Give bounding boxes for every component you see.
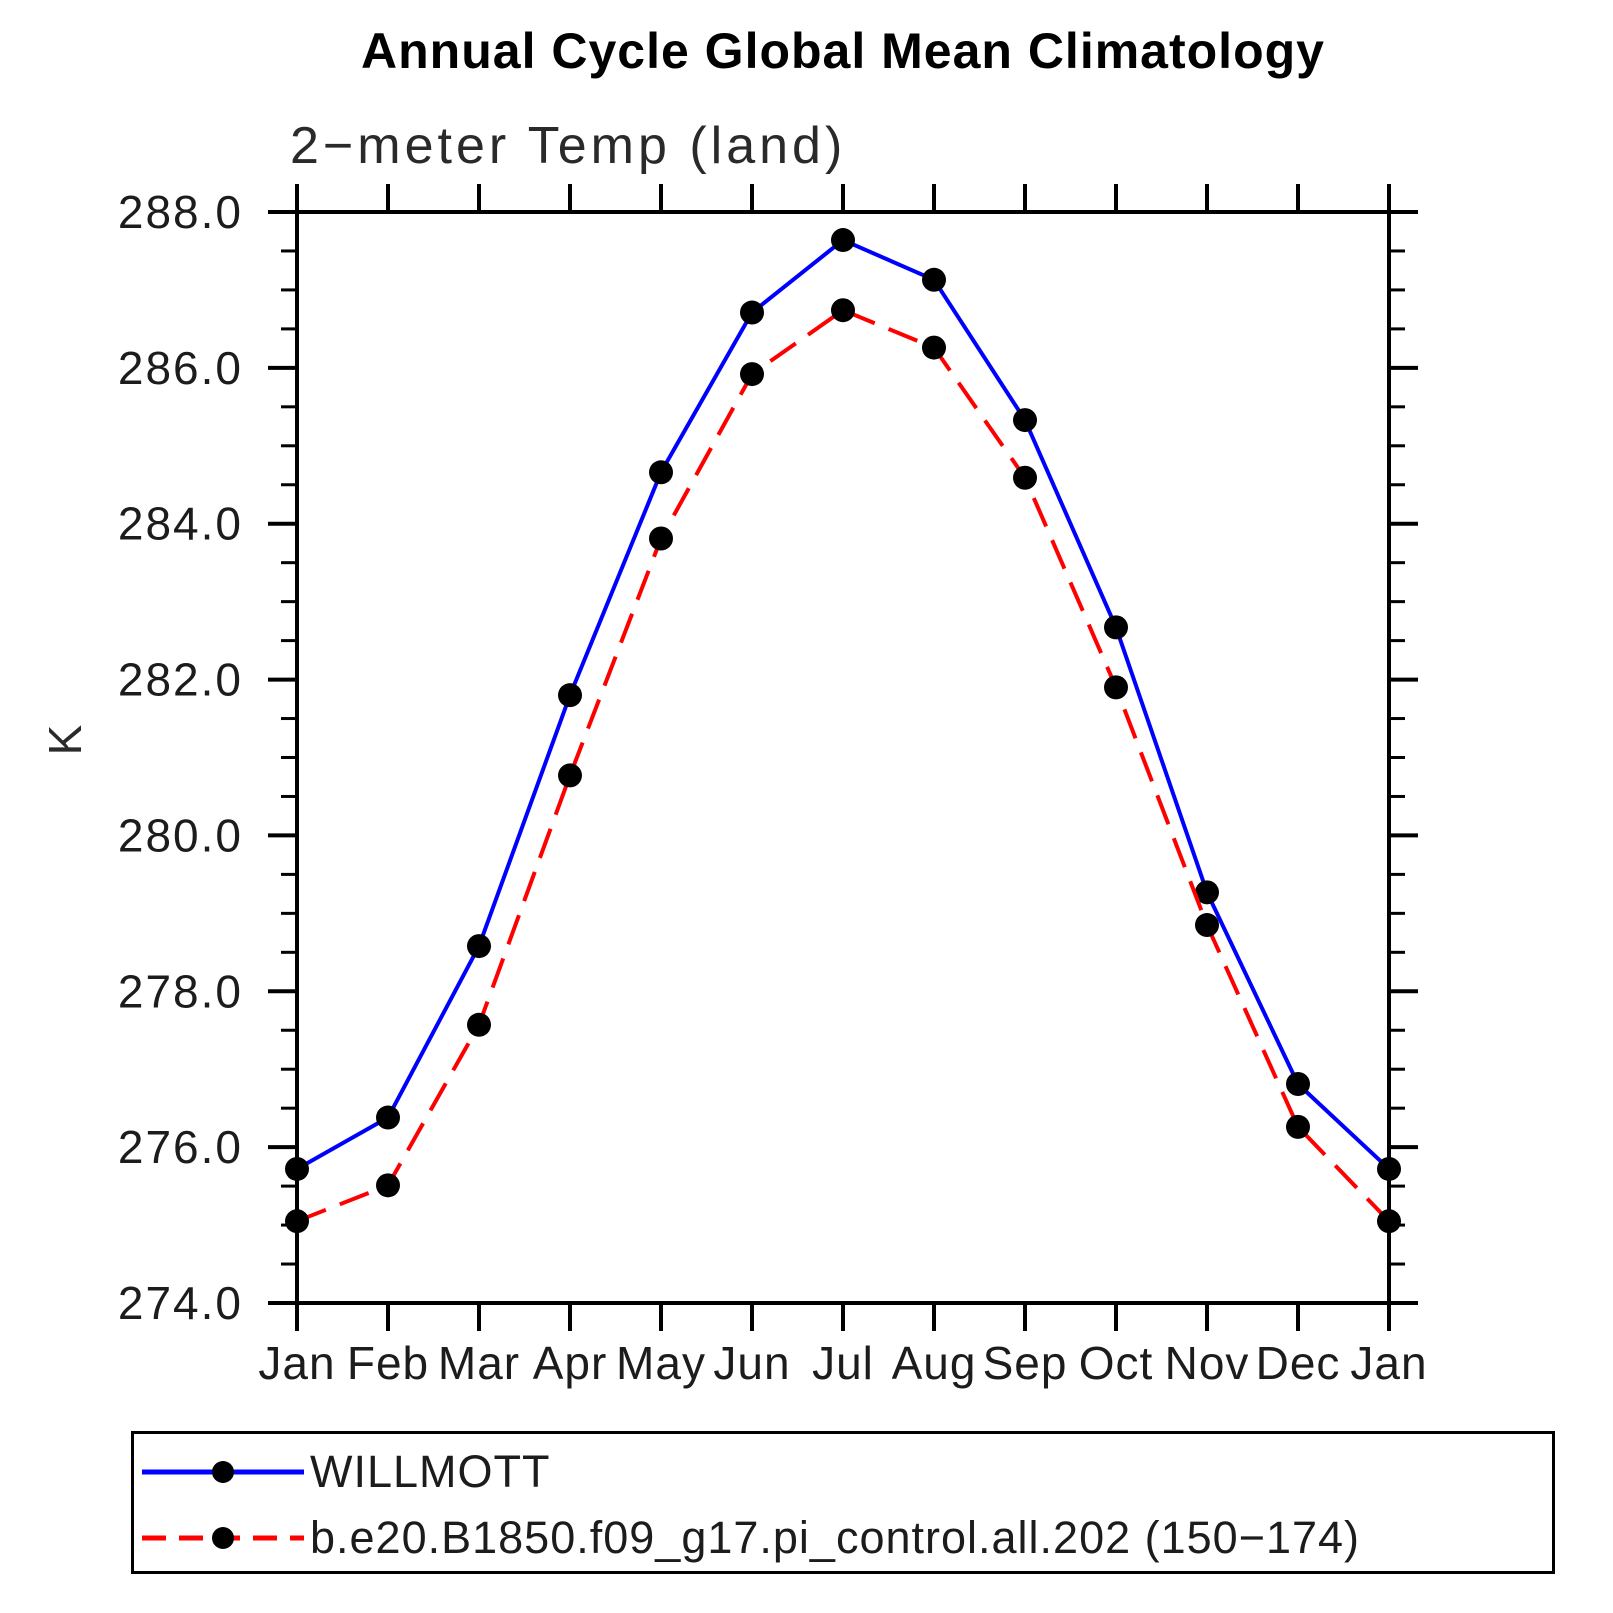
y-tick-label: 284.0 <box>118 498 243 550</box>
series-model <box>285 298 1401 1234</box>
y-ticks <box>268 210 1418 1305</box>
data-point-marker <box>1195 913 1219 938</box>
data-point-marker <box>1195 880 1219 905</box>
x-tick-label: Jan <box>258 1337 335 1389</box>
data-point-marker <box>1013 465 1037 490</box>
y-tick-label: 278.0 <box>118 965 243 1017</box>
data-point-marker <box>831 298 855 323</box>
data-point-marker <box>376 1173 400 1198</box>
legend-sample-marker <box>212 1527 234 1549</box>
y-tick-label: 274.0 <box>118 1277 243 1329</box>
y-tick-label: 286.0 <box>118 342 243 394</box>
y-tick-label: 276.0 <box>118 1121 243 1173</box>
data-point-marker <box>285 1156 309 1181</box>
x-tick-label: Aug <box>892 1337 977 1389</box>
x-tick-label: Jul <box>812 1337 874 1389</box>
x-tick-label: Mar <box>438 1337 520 1389</box>
legend-sample-marker <box>212 1461 234 1483</box>
axis-frame <box>295 210 1391 1305</box>
x-tick-label: Feb <box>347 1337 429 1389</box>
data-point-marker <box>1286 1114 1310 1139</box>
data-point-marker <box>558 683 582 708</box>
data-point-marker <box>1013 408 1037 433</box>
x-tick-label: Jun <box>713 1337 790 1389</box>
data-point-marker <box>922 267 946 292</box>
x-tick-label: Apr <box>533 1337 608 1389</box>
data-point-marker <box>649 460 673 485</box>
data-point-marker <box>1286 1072 1310 1097</box>
data-point-marker <box>1377 1156 1401 1181</box>
legend-label: b.e20.B1850.f09_g17.pi_control.all.202 (… <box>310 1512 1361 1563</box>
y-tick-label: 288.0 <box>118 186 243 238</box>
legend-label: WILLMOTT <box>310 1446 551 1497</box>
legend-line-sample-solid <box>142 1461 304 1483</box>
legend-item-willmott: WILLMOTT <box>140 1439 1552 1505</box>
data-point-marker <box>740 362 764 387</box>
series-line <box>296 307 1391 1224</box>
data-point-marker <box>467 934 491 959</box>
data-point-marker <box>1104 615 1128 640</box>
legend: WILLMOTT b.e20.B1850.f09_g17.pi_control.… <box>131 1431 1555 1574</box>
x-tick-labels: Jan Feb Mar Apr May Jun Jul Aug Sep Oct Nov Dec Jan <box>258 1337 1427 1389</box>
x-tick-label: Jan <box>1350 1337 1427 1389</box>
legend-item-model: b.e20.B1850.f09_g17.pi_control.all.202 (… <box>140 1505 1552 1571</box>
x-tick-label: Oct <box>1079 1337 1154 1389</box>
y-tick-label: 282.0 <box>118 654 243 706</box>
data-point-marker <box>649 526 673 551</box>
x-tick-label: Nov <box>1165 1337 1250 1389</box>
y-tick-labels: 274.0 276.0 278.0 280.0 282.0 284.0 286.0 288.0 <box>118 186 243 1329</box>
y-tick-label: 280.0 <box>118 809 243 861</box>
x-tick-label: Dec <box>1256 1337 1341 1389</box>
data-point-marker <box>558 763 582 788</box>
chart-subtitle: 2−meter Temp (land) <box>290 117 847 175</box>
data-point-marker <box>285 1209 309 1234</box>
legend-line-sample-dashed <box>142 1527 304 1549</box>
chart-title: Annual Cycle Global Mean Climatology <box>361 23 1325 79</box>
data-point-marker <box>1377 1209 1401 1234</box>
series-line <box>296 237 1391 1171</box>
data-point-marker <box>1104 675 1128 700</box>
x-ticks <box>295 184 1391 1331</box>
data-point-marker <box>740 300 764 325</box>
x-tick-label: May <box>616 1337 706 1389</box>
x-tick-label: Sep <box>983 1337 1068 1389</box>
data-point-marker <box>922 335 946 360</box>
series-willmott <box>285 228 1401 1181</box>
data-point-marker <box>467 1012 491 1037</box>
data-point-marker <box>376 1105 400 1130</box>
data-point-marker <box>831 228 855 253</box>
